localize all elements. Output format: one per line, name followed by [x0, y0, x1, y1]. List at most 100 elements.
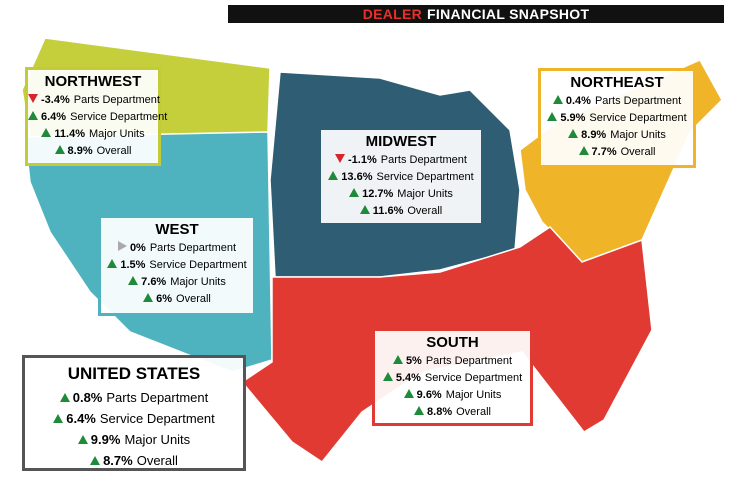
- metric-row: 6.4% Service Department: [25, 408, 243, 429]
- metric-row: 11.4% Major Units: [28, 126, 158, 143]
- trend-arrow: [382, 372, 393, 381]
- metric-row: 7.7% Overall: [541, 144, 693, 161]
- metric-label: Major Units: [445, 389, 502, 401]
- trend-arrow: [128, 276, 139, 285]
- region-box: NORTHEAST 0.4% Parts Department 5.9% Service…: [538, 68, 696, 168]
- region-name: MIDWEST: [365, 133, 437, 150]
- metric-label: Major Units: [124, 432, 191, 447]
- title-highlight: DEALER: [362, 6, 423, 22]
- metric-row: 0.4% Parts Department: [541, 93, 693, 110]
- metric-value: -3.4%: [41, 94, 70, 106]
- trend-arrow: [328, 171, 339, 180]
- region-box: SOUTH 5% Parts Department 5.4% Service Depar…: [372, 328, 533, 426]
- metric-row: 8.9% Overall: [28, 143, 158, 160]
- metric-label: Overall: [136, 453, 178, 468]
- metric-row: 1.5% Service Department: [101, 257, 253, 274]
- metric-row: 5.9% Service Department: [541, 110, 693, 127]
- metric-value: 13.6%: [341, 171, 373, 183]
- metric-value: 1.5%: [120, 259, 146, 271]
- metric-label: Service Department: [70, 111, 168, 123]
- region-box: WEST 0% Parts Department 1.5% Service Depart…: [98, 215, 256, 316]
- trend-arrow: [552, 95, 563, 104]
- metric-label: Parts Department: [106, 390, 209, 405]
- trend-arrow: [28, 94, 38, 103]
- metric-label: Major Units: [88, 128, 145, 140]
- metric-value: 8.9%: [67, 145, 93, 157]
- trend-arrow: [90, 456, 101, 465]
- metric-value: 0.4%: [565, 95, 591, 107]
- metric-label: Parts Department: [594, 95, 682, 107]
- metric-label: Parts Department: [73, 94, 160, 106]
- trend-arrow: [335, 154, 346, 163]
- metric-label: Overall: [96, 145, 132, 157]
- trend-arrow: [414, 406, 425, 415]
- metric-value: 8.9%: [581, 129, 607, 141]
- trend-arrow: [54, 145, 65, 154]
- trend-arrow: [28, 111, 38, 120]
- metric-label: Major Units: [397, 188, 453, 200]
- metric-label: Parts Department: [380, 154, 467, 166]
- metric-value: 5%: [405, 355, 422, 367]
- region-box: UNITED STATES 0.8% Parts Department 6.4% Ser…: [22, 355, 246, 471]
- metric-value: 11.6%: [372, 205, 404, 217]
- metric-row: 0.8% Parts Department: [25, 387, 243, 408]
- metric-row: -1.1% Parts Department: [321, 152, 481, 169]
- trend-arrow: [59, 393, 70, 402]
- title-text: FINANCIAL SNAPSHOT: [427, 6, 590, 22]
- metric-value: 0%: [129, 242, 146, 254]
- metric-row: 7.6% Major Units: [101, 274, 253, 291]
- trend-arrow: [359, 205, 370, 214]
- metric-row: 0% Parts Department: [101, 240, 253, 257]
- trend-arrow: [117, 241, 127, 251]
- region-name: SOUTH: [426, 334, 479, 351]
- metric-value: 9.9%: [90, 432, 121, 447]
- metric-row: 6.4% Service Department: [28, 109, 167, 126]
- metric-label: Major Units: [170, 276, 226, 288]
- metric-label: Parts Department: [425, 355, 513, 367]
- region-name: UNITED STATES: [67, 364, 201, 383]
- metric-label: Overall: [456, 406, 491, 418]
- metric-row: 12.7% Major Units: [321, 186, 481, 203]
- metric-value: 12.7%: [362, 188, 394, 200]
- metric-label: Service Department: [424, 372, 523, 384]
- metric-value: 8.7%: [103, 453, 133, 468]
- metric-label: Major Units: [610, 129, 666, 141]
- metric-value: 11.4%: [54, 128, 85, 140]
- trend-arrow: [107, 259, 118, 268]
- metric-value: 9.6%: [416, 389, 442, 401]
- trend-arrow: [403, 389, 414, 398]
- trend-arrow: [392, 355, 403, 364]
- metric-row: 9.9% Major Units: [25, 429, 243, 450]
- region-box: NORTHWEST -3.4% Parts Department 6.4% Servic…: [25, 67, 167, 166]
- metric-value: 0.8%: [72, 390, 103, 405]
- metric-row: 8.7% Overall: [25, 450, 243, 471]
- trend-arrow: [349, 188, 360, 197]
- metric-value: -1.1%: [348, 154, 377, 166]
- region-name: WEST: [155, 221, 199, 238]
- trend-arrow: [41, 128, 52, 137]
- metric-row: 8.8% Overall: [375, 404, 530, 421]
- region-name: NORTHWEST: [44, 73, 142, 90]
- metric-value: 8.8%: [427, 406, 453, 418]
- metric-label: Overall: [176, 293, 211, 305]
- metric-row: 9.6% Major Units: [375, 387, 530, 404]
- region-box: MIDWEST -1.1% Parts Department 13.6% Service…: [318, 127, 484, 226]
- metric-row: -3.4% Parts Department: [28, 92, 160, 109]
- title-bar: DEALER FINANCIAL SNAPSHOT: [228, 5, 724, 23]
- metric-value: 7.7%: [591, 146, 617, 158]
- metric-value: 5.9%: [560, 112, 586, 124]
- metric-label: Service Department: [99, 411, 215, 426]
- metric-row: 6% Overall: [101, 291, 253, 308]
- trend-arrow: [53, 414, 64, 423]
- metric-value: 6.4%: [41, 111, 67, 123]
- metric-label: Overall: [407, 205, 443, 217]
- region-name: NORTHEAST: [570, 74, 664, 91]
- metric-value: 7.6%: [141, 276, 167, 288]
- metric-value: 6.4%: [66, 411, 96, 426]
- metric-row: 5% Parts Department: [375, 353, 530, 370]
- metric-label: Parts Department: [149, 242, 237, 254]
- trend-arrow: [578, 146, 589, 155]
- metric-row: 13.6% Service Department: [321, 169, 481, 186]
- metric-row: 11.6% Overall: [321, 203, 481, 220]
- metric-label: Service Department: [376, 171, 474, 183]
